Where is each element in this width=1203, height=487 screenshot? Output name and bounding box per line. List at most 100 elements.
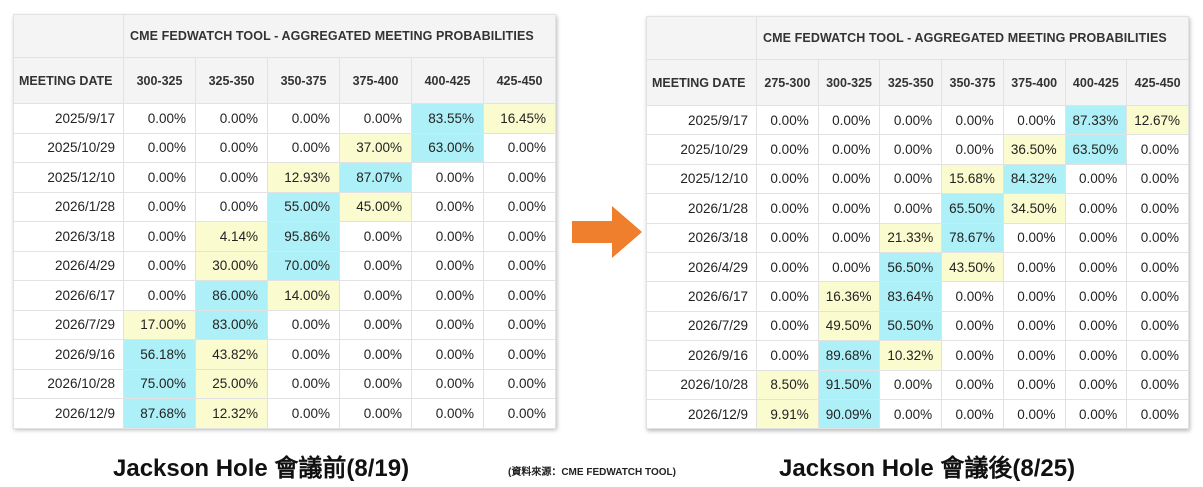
meeting-date-cell: 2026/10/28 (646, 369, 757, 400)
probability-cell: 15.68% (941, 163, 1004, 195)
probability-cell: 0.00% (483, 339, 556, 370)
probability-cell: 0.00% (1126, 369, 1189, 400)
probability-cell: 0.00% (267, 398, 340, 429)
probability-cell: 0.00% (1126, 163, 1189, 195)
table-row: 2026/1/28 0.00% 0.00% 0.00% 65.50% 34.50% 0.00… (646, 193, 1189, 224)
probability-cell: 63.50% (1064, 134, 1128, 165)
meeting-date-cell: 2026/4/29 (13, 250, 124, 281)
probability-cell: 90.09% (817, 398, 881, 430)
probability-cell: 0.00% (756, 281, 819, 312)
meeting-date-cell: 2026/7/29 (13, 309, 124, 340)
probability-cell: 43.82% (195, 339, 268, 370)
probability-cell: 0.00% (339, 339, 412, 370)
probability-cell: 91.50% (817, 369, 881, 400)
probability-cell: 0.00% (756, 340, 819, 371)
meeting-date-cell: 2026/4/29 (646, 251, 757, 283)
probability-cell: 0.00% (123, 280, 196, 311)
probability-cell: 0.00% (756, 163, 819, 195)
probability-cell: 0.00% (879, 398, 943, 430)
meeting-date-cell: 2026/12/9 (13, 398, 124, 429)
meeting-date-cell: 2026/9/16 (646, 340, 757, 371)
rate-range-header: 275-300 (756, 59, 819, 106)
probability-cell: 0.00% (879, 104, 943, 136)
probability-cell: 0.00% (339, 103, 412, 134)
probability-cell: 83.00% (195, 309, 268, 340)
probability-cell: 0.00% (339, 309, 412, 340)
probability-cell: 0.00% (483, 221, 556, 252)
probability-cell: 0.00% (267, 368, 340, 399)
probability-cell: 0.00% (123, 103, 196, 134)
probability-cell: 95.86% (267, 221, 340, 252)
rate-range-header: 375-400 (1002, 59, 1066, 106)
meeting-date-cell: 2026/6/17 (13, 280, 124, 311)
probability-cell: 0.00% (817, 104, 881, 136)
probability-cell: 0.00% (195, 103, 268, 134)
table-row: 2026/7/29 17.00% 83.00% 0.00% 0.00% 0.00% 0.00… (13, 309, 556, 340)
probability-cell: 0.00% (267, 103, 340, 134)
meeting-date-cell: 2026/7/29 (646, 310, 757, 342)
corner-cell (646, 16, 757, 60)
meeting-date-cell: 2025/10/29 (13, 132, 124, 163)
meeting-date-cell: 2026/10/28 (13, 368, 124, 399)
meeting-date-cell: 2026/3/18 (646, 222, 757, 253)
probability-cell: 36.50% (1002, 134, 1066, 165)
probability-cell: 37.00% (339, 132, 412, 163)
probability-cell: 0.00% (1126, 251, 1189, 283)
probability-cell: 87.33% (1064, 104, 1128, 136)
probability-cell: 0.00% (339, 250, 412, 281)
probability-cell: 4.14% (195, 221, 268, 252)
probability-cell: 0.00% (1126, 398, 1189, 430)
probability-cell: 0.00% (339, 280, 412, 311)
probability-cell: 0.00% (483, 309, 556, 340)
probability-cell: 0.00% (483, 132, 556, 163)
probability-cell: 0.00% (195, 132, 268, 163)
probability-cell: 83.55% (411, 103, 484, 134)
probability-cell: 89.68% (817, 340, 881, 371)
probability-cell: 83.64% (879, 281, 943, 312)
table-row: 2025/9/17 0.00% 0.00% 0.00% 0.00% 0.00% 87.33%… (646, 104, 1189, 136)
probability-cell: 12.67% (1126, 104, 1189, 136)
probability-cell: 25.00% (195, 368, 268, 399)
corner-cell (13, 14, 124, 58)
probability-cell: 63.00% (411, 132, 484, 163)
probability-cell: 9.91% (756, 398, 819, 430)
probability-cell: 0.00% (267, 309, 340, 340)
probability-cell: 0.00% (123, 191, 196, 222)
probability-cell: 0.00% (339, 368, 412, 399)
probability-cell: 0.00% (1002, 369, 1066, 400)
probability-cell: 0.00% (411, 280, 484, 311)
probability-table-after: CME FEDWATCH TOOL - AGGREGATED MEETING P… (646, 16, 1189, 430)
probability-cell: 0.00% (817, 163, 881, 195)
probability-cell: 0.00% (1126, 281, 1189, 312)
probability-cell: 0.00% (817, 222, 881, 253)
meeting-date-cell: 2026/1/28 (646, 193, 757, 224)
probability-cell: 0.00% (267, 132, 340, 163)
probability-cell: 0.00% (879, 134, 943, 165)
probability-cell: 78.67% (941, 222, 1004, 253)
probability-cell: 0.00% (879, 369, 943, 400)
probability-cell: 0.00% (1064, 281, 1128, 312)
probability-cell: 16.36% (817, 281, 881, 312)
caption-before: Jackson Hole 會議前(8/19) (113, 455, 410, 482)
probability-cell: 0.00% (1064, 222, 1128, 253)
rate-range-header: 300-325 (817, 59, 881, 106)
probability-cell: 0.00% (941, 340, 1004, 371)
probability-cell: 0.00% (817, 134, 881, 165)
probability-cell: 0.00% (879, 163, 943, 195)
probability-cell: 0.00% (756, 310, 819, 342)
probability-cell: 75.00% (123, 368, 196, 399)
probability-cell: 0.00% (411, 191, 484, 222)
probability-cell: 0.00% (123, 162, 196, 193)
probability-cell: 0.00% (1064, 340, 1128, 371)
table-row: 2026/10/28 75.00% 25.00% 0.00% 0.00% 0.00% 0.0… (13, 368, 556, 399)
probability-cell: 0.00% (483, 398, 556, 429)
rate-range-header: 350-375 (941, 59, 1004, 106)
meeting-date-header: MEETING DATE (13, 57, 124, 104)
probability-cell: 0.00% (756, 193, 819, 224)
rate-range-header: 325-350 (195, 57, 268, 104)
probability-cell: 0.00% (123, 221, 196, 252)
meeting-date-cell: 2025/12/10 (646, 163, 757, 195)
probability-cell: 34.50% (1002, 193, 1066, 224)
probability-cell: 0.00% (411, 398, 484, 429)
rate-range-header: 300-325 (123, 57, 196, 104)
